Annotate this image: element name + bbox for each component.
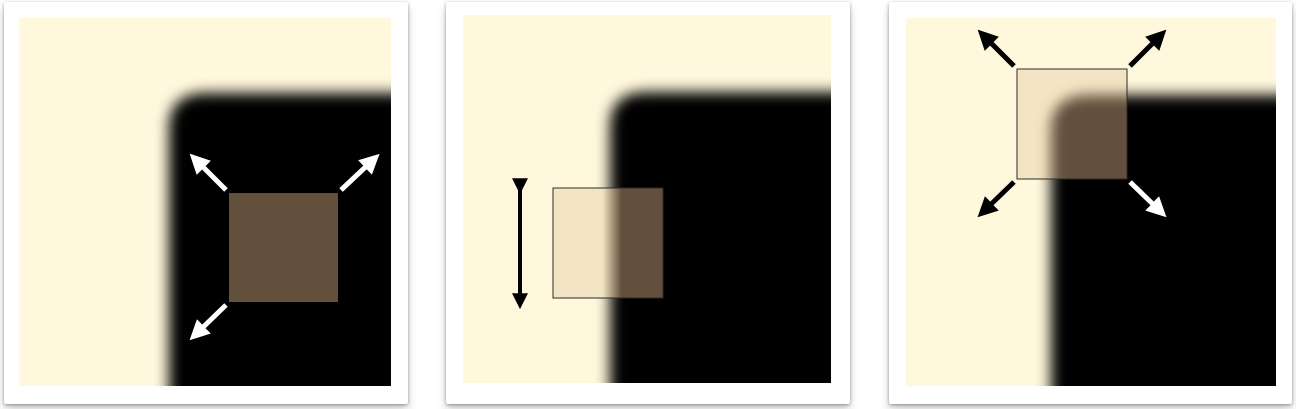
arrow-up-left [189, 153, 228, 192]
panel-2 [463, 15, 831, 383]
window-box [552, 187, 664, 299]
arrow-up-right [339, 153, 380, 192]
arrow-down-right [1128, 180, 1167, 218]
arrow-down-left [189, 303, 228, 341]
window-box [229, 193, 338, 302]
arrow-up-left [977, 29, 1016, 68]
arrow-up-right [1128, 29, 1167, 68]
panel-1 [19, 18, 391, 386]
window-outline [1016, 68, 1128, 180]
panel-3 [906, 18, 1276, 386]
dark-region [610, 92, 831, 383]
window-dark-portion [1051, 95, 1127, 179]
arrow-down-left [977, 180, 1016, 218]
